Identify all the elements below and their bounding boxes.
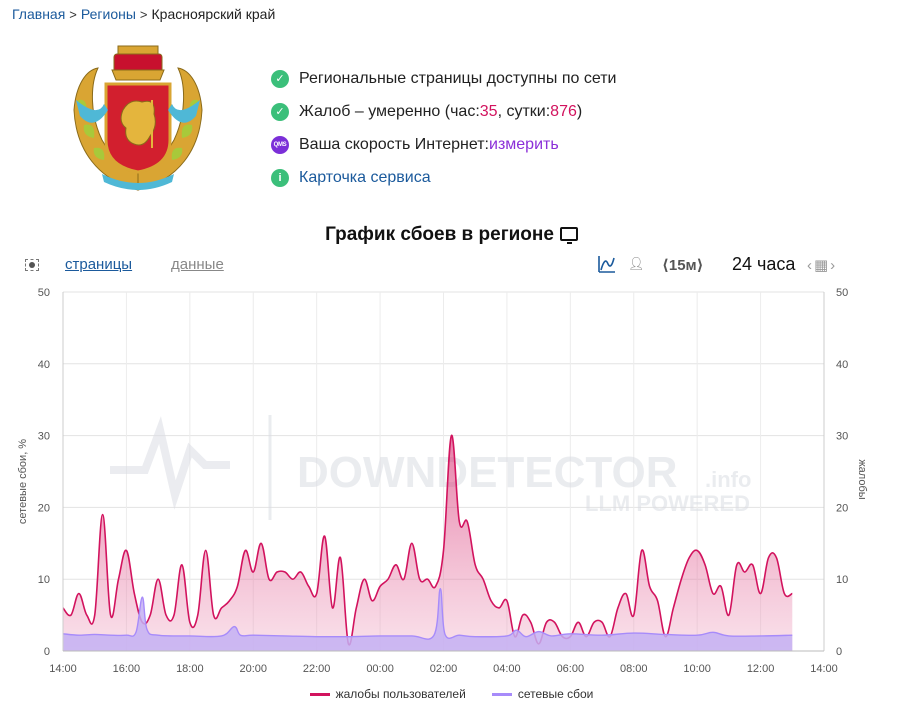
breadcrumb: Главная > Регионы > Красноярский край [12, 6, 275, 22]
x-tick-label: 12:00 [747, 663, 775, 675]
service-card-link[interactable]: Карточка сервиса [299, 168, 431, 186]
status-complaints: ✓ Жалоб – умеренно (час: 35, сутки: 876) [271, 95, 616, 128]
chart-title: График сбоев в регионе [0, 224, 903, 246]
chart-watermark: DOWNDETECTOR .info LLM POWERED [110, 415, 751, 520]
speed-test-link[interactable]: измерить [489, 135, 559, 153]
speed-prefix: Ваша скорость Интернет: [299, 135, 489, 153]
camera-screenshot-icon[interactable] [25, 259, 39, 271]
chevron-right-icon: > [69, 6, 77, 22]
tv-icon [559, 227, 578, 244]
interval-selector[interactable]: ⟨15м⟩ [662, 257, 704, 274]
region-status-list: ✓ Региональные страницы доступны по сети… [271, 62, 616, 194]
legend-swatch-outages [491, 692, 512, 696]
chart-legend: жалобы пользователей сетевые сбои [0, 687, 903, 701]
complaints-mid: , сутки: [497, 102, 551, 120]
y-tick-label-right: 30 [836, 431, 848, 443]
y-tick-label-right: 10 [836, 574, 848, 586]
legend-item-outages[interactable]: сетевые сбои [491, 687, 594, 701]
y-tick-label-left: 20 [38, 502, 50, 514]
outage-chart-svg: DOWNDETECTOR .info LLM POWERED 0 0 10 10 20 2… [17, 287, 868, 675]
breadcrumb-regions-link[interactable]: Регионы [80, 6, 136, 22]
y-tick-label-right: 40 [836, 359, 848, 371]
x-tick-label: 16:00 [113, 663, 141, 675]
outage-chart: DOWNDETECTOR .info LLM POWERED 0 0 10 10 20 2… [0, 280, 903, 713]
region-coat-of-arms-icon [73, 45, 203, 191]
area-chart-toggle-icon[interactable] [597, 254, 617, 274]
breadcrumb-home-link[interactable]: Главная [12, 6, 66, 22]
chart-toolbar: страницы данные 👤︎ ⟨15м⟩ 24 часа ‹▦› [0, 253, 903, 279]
y-tick-label-right: 0 [836, 646, 842, 658]
check-circle-icon: ✓ [271, 102, 289, 121]
chevron-right-icon: > [139, 6, 148, 22]
user-toggle-icon[interactable]: 👤︎ [628, 256, 645, 271]
watermark-text: DOWNDETECTOR [297, 448, 678, 497]
tab-pages[interactable]: страницы [65, 256, 133, 273]
y-axis-title-left: сетевые сбои, % [17, 439, 29, 524]
x-tick-label: 02:00 [430, 663, 458, 675]
x-tick-label: 00:00 [366, 663, 394, 675]
x-tick-label: 22:00 [303, 663, 331, 675]
status-service-card: i Карточка сервиса [271, 161, 616, 194]
x-tick-label: 18:00 [176, 663, 204, 675]
legend-swatch-complaints [309, 692, 330, 696]
watermark-suffix: .info [705, 467, 751, 492]
y-tick-label-left: 40 [38, 359, 50, 371]
series-area-complaints [63, 435, 793, 651]
x-tick-label: 14:00 [810, 663, 838, 675]
y-tick-label-left: 50 [38, 287, 50, 299]
breadcrumb-current: Красноярский край [151, 6, 276, 22]
chart-series [62, 434, 793, 651]
tab-data[interactable]: данные [171, 256, 224, 273]
complaints-day-count: 876 [550, 102, 577, 120]
y-tick-label-left: 10 [38, 574, 50, 586]
legend-label-complaints: жалобы пользователей [335, 687, 466, 701]
qms-speed-icon: QMS [271, 135, 289, 154]
x-tick-label: 10:00 [683, 663, 711, 675]
status-pages-available: ✓ Региональные страницы доступны по сети [271, 62, 616, 95]
calendar-nav-icon[interactable]: ‹▦› [807, 257, 838, 274]
chart-axes: 0 0 10 10 20 20 30 30 40 40 50 50 14:00 16:00 18:00 20:… [17, 287, 868, 675]
watermark-subtext: LLM POWERED [585, 491, 750, 516]
legend-label-outages: сетевые сбои [517, 687, 594, 701]
y-axis-title-right: жалобы [856, 459, 868, 499]
y-tick-label-left: 30 [38, 431, 50, 443]
x-tick-label: 04:00 [493, 663, 521, 675]
check-circle-icon: ✓ [271, 69, 289, 88]
complaints-hour-count: 35 [479, 102, 498, 120]
status-speed: QMS Ваша скорость Интернет: измерить [271, 128, 616, 161]
range-selector[interactable]: 24 часа [732, 254, 796, 274]
x-tick-label: 14:00 [49, 663, 77, 675]
series-line-complaints [62, 434, 793, 646]
y-tick-label-left: 0 [44, 646, 50, 658]
complaints-suffix: ) [576, 102, 583, 120]
x-tick-label: 08:00 [620, 663, 648, 675]
info-icon: i [271, 168, 289, 187]
status-pages-text: Региональные страницы доступны по сети [299, 69, 617, 87]
y-tick-label-right: 20 [836, 502, 848, 514]
chart-title-text: График сбоев в регионе [325, 224, 554, 245]
series-line-outages [62, 587, 793, 640]
complaints-prefix: Жалоб – умеренно (час: [299, 102, 480, 120]
x-tick-label: 20:00 [239, 663, 267, 675]
y-tick-label-right: 50 [836, 287, 848, 299]
x-tick-label: 06:00 [557, 663, 585, 675]
legend-item-complaints[interactable]: жалобы пользователей [309, 687, 466, 701]
